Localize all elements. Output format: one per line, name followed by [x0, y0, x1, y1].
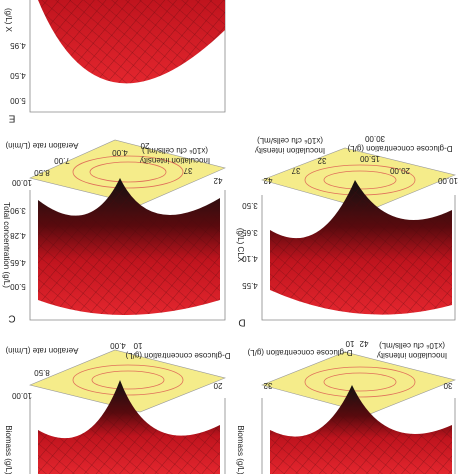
z-tick: 32	[263, 381, 272, 390]
panel-d: (x10⁶ cfu cells/mL) Inoculation intensit…	[236, 134, 458, 327]
y-tick: 3.50	[242, 201, 258, 210]
z-tick: 20	[213, 381, 222, 390]
x-tick: 7.00	[54, 156, 70, 165]
panel-e: 4.95 4.50 5.00 (g/L) X E	[4, 0, 226, 123]
box	[29, 190, 226, 321]
y-title: (g/L) X	[4, 8, 13, 33]
panel-c: Aeration rate (L/min) 4.00 7.00 8.50 10.…	[2, 139, 226, 323]
y-tick: 4.50	[10, 71, 26, 80]
panel-label: C	[8, 312, 15, 323]
z-tick: 32	[317, 156, 326, 165]
y-tick: 4.28	[10, 231, 26, 240]
surface-mesh	[270, 385, 452, 474]
plane	[261, 351, 456, 415]
z-tick: 10	[133, 341, 142, 350]
y-tick: 3.65	[242, 228, 258, 237]
panel-label: E	[8, 112, 15, 123]
box	[261, 195, 456, 321]
x-title: Aeration rate (L/min)	[5, 346, 78, 355]
y-tick: 5.00	[10, 282, 26, 291]
box	[261, 398, 456, 474]
z-tick: 37	[291, 166, 300, 175]
x-tick: 20.00	[389, 166, 410, 175]
box	[29, 0, 226, 113]
y-tick: 5.00	[10, 96, 26, 105]
plane	[29, 349, 226, 413]
x-tick: 10	[345, 339, 354, 348]
x-title: Aeration rate (L/min)	[5, 141, 78, 150]
x-tick: 10.00	[11, 178, 32, 187]
x-tick: 8.50	[34, 168, 50, 177]
surface-mesh	[38, 0, 225, 84]
y-title: Biomass (g/L)	[236, 425, 245, 474]
x-title: D-glucose concentration (g/L)	[247, 348, 352, 357]
y-tick: 4.55	[242, 281, 258, 290]
surface-mesh	[38, 178, 220, 315]
x-tick: 10.00	[11, 391, 32, 400]
z-unit: (x10⁶ cfu cells/mL)	[379, 341, 445, 350]
panel-label: D	[238, 316, 245, 327]
z-title: Inoculation intensity	[377, 351, 447, 360]
z-unit: (x10⁶ cfu cells/mL)	[257, 136, 323, 145]
z-title: Inoculation intensity	[140, 156, 210, 165]
z-tick: 30	[443, 381, 452, 390]
panel-bottom-right: D-glucose concentration (g/L) 10 42 (x10…	[236, 339, 456, 474]
x-tick: 10.00	[437, 176, 458, 185]
y-title: (g/L) CLX	[236, 228, 245, 263]
x-tick: 15.00	[359, 154, 380, 163]
z-title: D-glucose concentration (g/L)	[125, 351, 230, 360]
x-tick: 42	[359, 339, 368, 348]
z-title: Inoculation intensity	[255, 146, 325, 155]
y-tick: 4.95	[10, 41, 26, 50]
z-tick: 20	[140, 141, 149, 150]
z-tick: 37	[183, 166, 192, 175]
x-title: D-glucose concentration (g/L)	[347, 144, 452, 153]
y-title: Biomass (g/L)	[4, 425, 13, 474]
z-tick: 42	[213, 176, 222, 185]
y-tick: 4.10	[242, 254, 258, 263]
x-tick: 30.00	[364, 134, 385, 143]
z-unit: (x10⁶ cfu cells/mL)	[142, 146, 208, 155]
plane	[29, 139, 226, 206]
box	[29, 398, 226, 474]
x-tick: 8.50	[34, 368, 50, 377]
surface-mesh	[38, 380, 220, 474]
x-tick: 4.00	[110, 341, 126, 350]
y-tick: 4.65	[10, 258, 26, 267]
y-tick: 3.90	[10, 206, 26, 215]
z-tick: 42	[263, 176, 272, 185]
x-tick: 4.00	[112, 148, 128, 157]
plane	[261, 147, 456, 211]
surface-mesh	[270, 180, 452, 315]
panel-bottom-left: Aeration rate (L/min) 4.00 8.50 10.00 10…	[4, 341, 230, 474]
y-title: Total concentration (g/L)	[2, 202, 11, 288]
